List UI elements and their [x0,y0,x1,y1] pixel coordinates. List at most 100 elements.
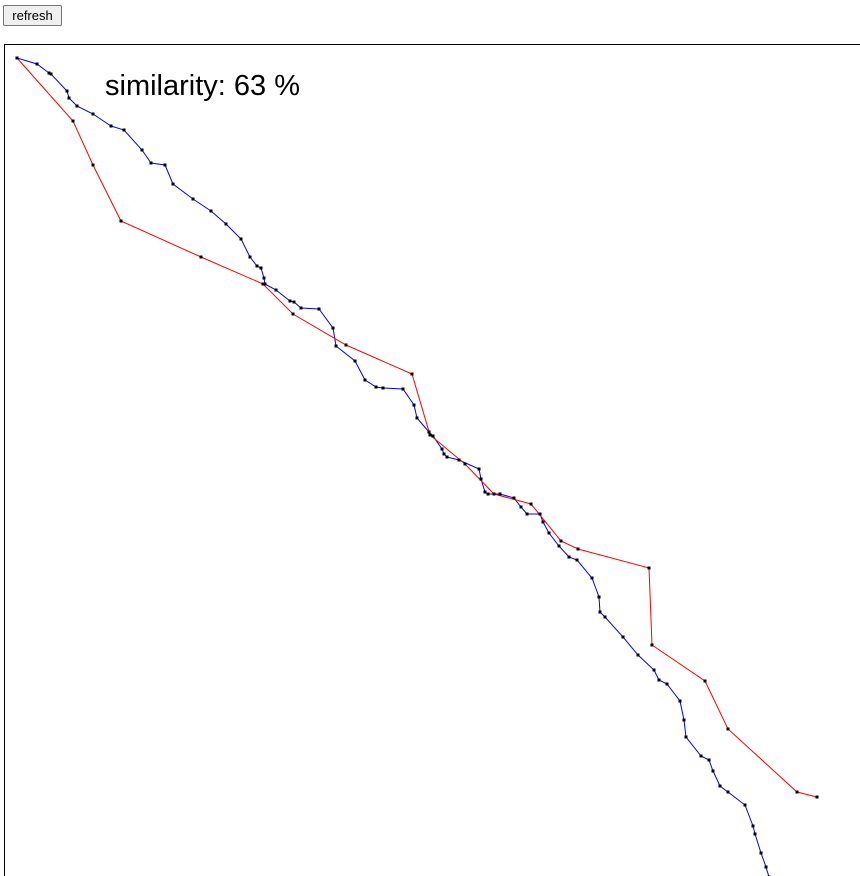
blue-path-vertex [255,264,259,268]
blue-path-vertex [751,824,755,828]
red-path-vertex [344,343,348,347]
blue-path-vertex [35,62,39,66]
blue-path-vertex [652,668,656,672]
blue-path-vertex [140,148,144,152]
blue-path-vertex [412,403,416,407]
blue-path-vertex [557,544,561,548]
blue-path-vertex [682,718,686,722]
blue-path-vertex [753,832,757,836]
blue-path-vertex [445,455,449,459]
blue-path-vertex [519,505,523,509]
blue-path-vertex [665,682,669,686]
blue-path-vertex [567,555,571,559]
blue-path-vertex [381,386,385,390]
drawing-canvas[interactable]: similarity: 63 % [4,44,860,876]
blue-path-vertex [109,124,113,128]
blue-path-vertex [317,307,321,311]
blue-path-vertex [442,452,446,456]
blue-path-line [16,57,770,876]
blue-path-vertex [525,512,529,516]
red-path-vertex [492,492,496,496]
blue-path-vertex [263,282,267,286]
blue-path-vertex [726,790,730,794]
blue-path-vertex [743,803,747,807]
blue-path-vertex [401,387,405,391]
blue-path-vertex [91,112,95,116]
blue-path-vertex [224,222,228,226]
blue-path-vertex [597,595,601,599]
blue-path-vertex [334,344,338,348]
refresh-button[interactable]: refresh [3,5,62,26]
blue-path-vertex [575,558,579,562]
red-path-vertex [410,372,414,376]
blue-path-vertex [248,255,252,259]
blue-path-vertex [259,266,263,270]
blue-path-vertex [163,163,167,167]
red-path-vertex [261,282,265,286]
blue-path-vertex [49,72,53,76]
red-path-vertex [291,312,295,316]
blue-path-vertex [331,326,335,330]
red-path-vertex [428,433,432,437]
blue-path-vertex [363,378,367,382]
red-path-vertex [529,502,533,506]
blue-path-vertex [590,576,594,580]
blue-path-vertex [149,161,153,165]
red-path-vertex [703,679,707,683]
blue-path-vertex [498,492,502,496]
blue-path-vertex [483,490,487,494]
blue-path-vertex [707,758,711,762]
blue-path-vertex [538,512,542,516]
red-path-vertex [91,163,95,167]
blue-path-vertex [621,635,625,639]
blue-path-vertex [299,306,303,310]
similarity-label: similarity: [105,70,226,102]
red-path-vertex [15,56,19,60]
blue-path-vertex [415,416,419,420]
blue-path-vertex [262,276,266,280]
blue-path-vertex [711,769,715,773]
similarity-readout: similarity: 63 % [105,70,300,102]
red-path-vertex [726,727,730,731]
blue-path-vertex [292,300,296,304]
red-path-vertex [119,219,123,223]
blue-path-vertex [171,182,175,186]
red-path-vertex [559,539,563,543]
red-path-vertex [199,255,203,259]
blue-path-vertex [239,237,243,241]
red-path-vertex [71,119,75,123]
blue-path-vertex [547,531,551,535]
blue-path-vertex [759,851,763,855]
red-path-vertex [815,795,819,799]
blue-path-vertex [699,754,703,758]
blue-path-vertex [122,128,126,132]
blue-path-vertex [47,71,51,75]
path-plot: similarity: 63 % [15,56,819,876]
blue-path-vertex [191,197,195,201]
blue-path-vertex [67,96,71,100]
red-path-vertex [463,462,467,466]
red-path-vertex [576,547,580,551]
blue-path-vertex [718,784,722,788]
blue-path-vertex [427,430,431,434]
blue-path-vertex [486,492,490,496]
blue-path-vertex [75,104,79,108]
blue-path-vertex [684,735,688,739]
blue-path-vertex [541,520,545,524]
blue-path-vertex [274,288,278,292]
blue-path-vertex [374,385,378,389]
red-path-vertex [647,566,651,570]
blue-path-vertex [479,477,483,481]
red-path-vertex [650,643,654,647]
blue-path-vertex [657,678,661,682]
blue-path-vertex [512,496,516,500]
blue-path-vertex [353,359,357,363]
blue-path-vertex [457,458,461,462]
red-path-line [16,57,818,798]
similarity-unit: % [274,70,300,102]
similarity-value: 63 [234,70,266,102]
blue-path-vertex [603,615,607,619]
blue-path-vertex [431,434,435,438]
blue-path-vertex [636,653,640,657]
red-path-vertex [795,790,799,794]
